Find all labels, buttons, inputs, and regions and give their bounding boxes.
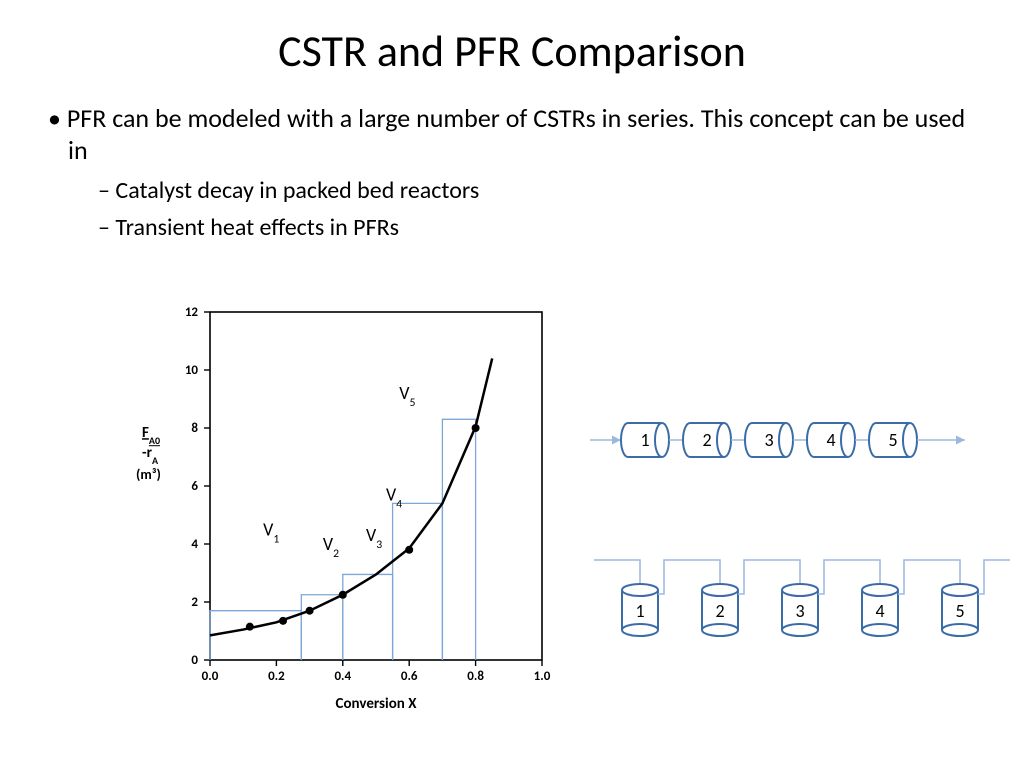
chart-figure: 0.00.20.40.60.81.0024681012Conversion XF…: [120, 300, 560, 720]
svg-text:1: 1: [635, 600, 644, 622]
svg-text:0.6: 0.6: [401, 669, 418, 684]
svg-text:3: 3: [764, 429, 773, 451]
diagram-svg: 1 2 3 4 5 1 2 3 4 5: [590, 410, 1010, 690]
svg-text:4: 4: [191, 537, 198, 552]
svg-text:2: 2: [191, 595, 198, 610]
page-title: CSTR and PFR Comparison: [0, 0, 1024, 78]
svg-text:5: 5: [888, 429, 897, 451]
svg-text:4: 4: [875, 600, 884, 622]
reactor-diagrams: 1 2 3 4 5 1 2 3 4 5: [590, 410, 1010, 690]
svg-text:-rA: -rA: [142, 444, 159, 467]
svg-text:1.0: 1.0: [534, 669, 551, 684]
svg-text:0.8: 0.8: [467, 669, 484, 684]
svg-text:3: 3: [795, 600, 804, 622]
svg-text:1: 1: [640, 429, 649, 451]
svg-text:5: 5: [955, 600, 964, 622]
svg-text:2: 2: [715, 600, 724, 622]
svg-text:0.0: 0.0: [202, 669, 219, 684]
svg-text:0.4: 0.4: [334, 669, 351, 684]
svg-text:0: 0: [191, 653, 198, 668]
bullet-1: PFR can be modeled with a large number o…: [68, 102, 976, 166]
bullet-content: PFR can be modeled with a large number o…: [0, 78, 1024, 242]
bullet-1b: Transient heat effects in PFRs: [118, 213, 976, 242]
svg-text:4: 4: [826, 429, 835, 451]
svg-text:2: 2: [702, 429, 711, 451]
svg-text:8: 8: [191, 421, 198, 436]
chart-svg: 0.00.20.40.60.81.0024681012Conversion XF…: [120, 300, 560, 720]
svg-text:Conversion X: Conversion X: [336, 695, 418, 713]
svg-text:0.2: 0.2: [268, 669, 285, 684]
svg-text:12: 12: [185, 305, 199, 320]
svg-text:6: 6: [191, 479, 198, 494]
bullet-1a: Catalyst decay in packed bed reactors: [118, 176, 976, 205]
svg-text:(m³): (m³): [136, 466, 161, 483]
svg-text:10: 10: [185, 363, 199, 378]
